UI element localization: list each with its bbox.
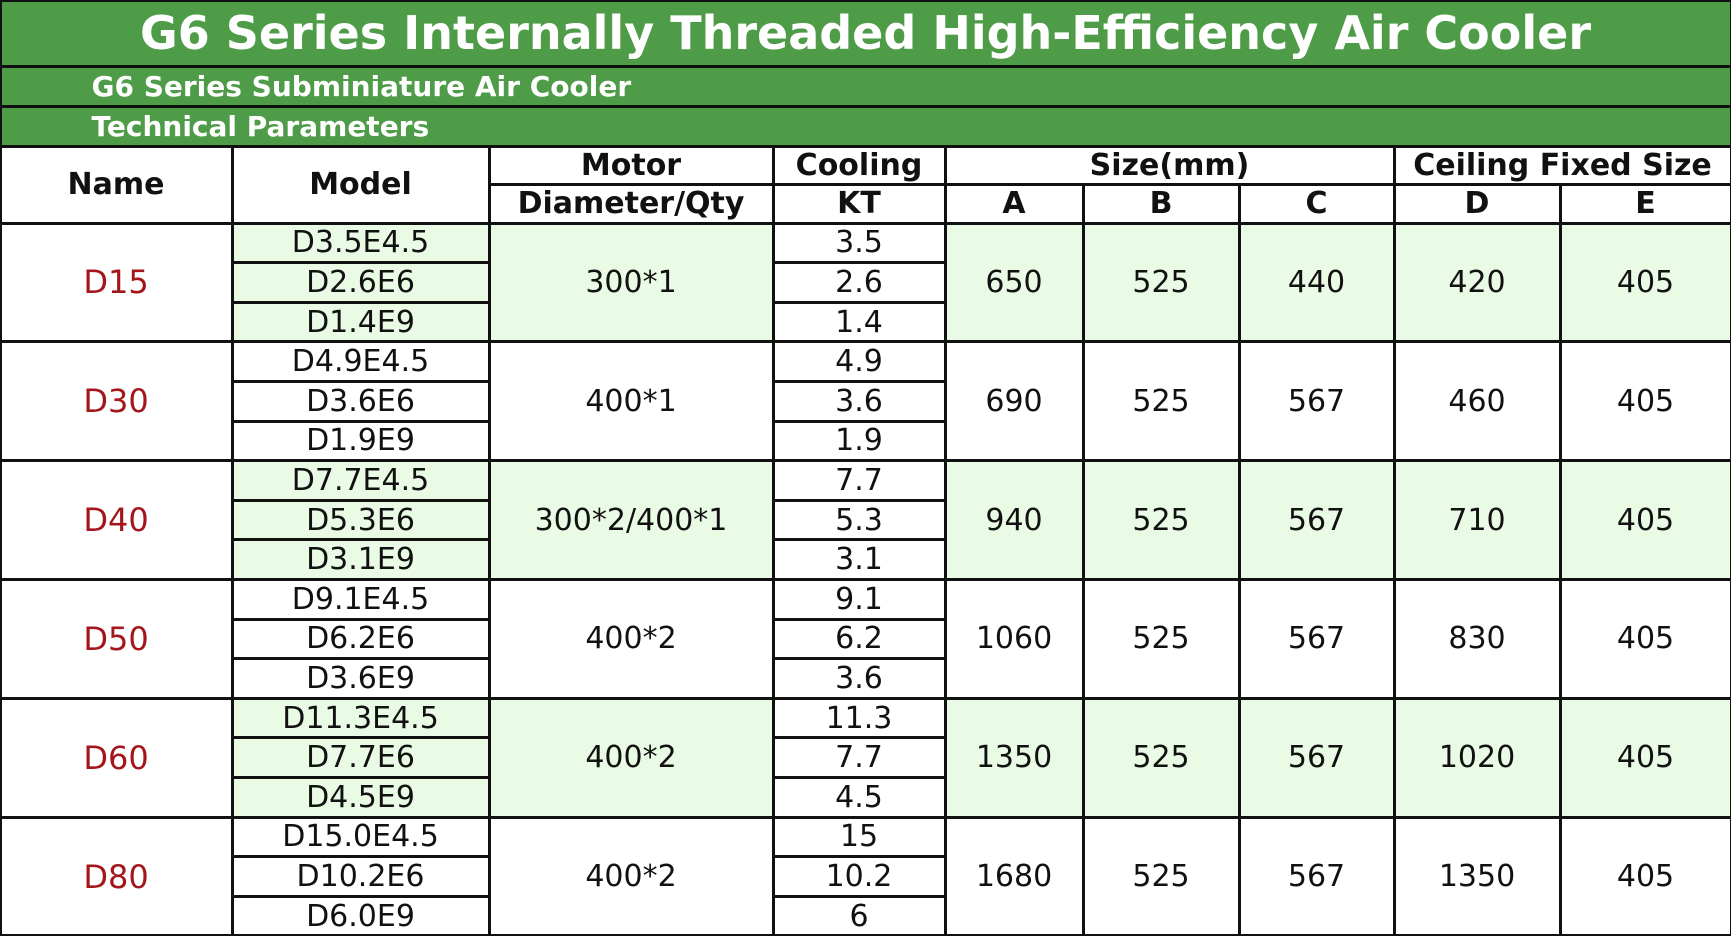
cooling-kt: 7.7 bbox=[774, 739, 944, 777]
sub-header: B bbox=[1084, 185, 1238, 222]
size-value: 1680 bbox=[946, 818, 1082, 935]
size-value: 1060 bbox=[946, 581, 1082, 697]
size-value: 567 bbox=[1240, 699, 1393, 816]
motor-spec: 300*1 bbox=[490, 224, 772, 341]
size-value: 830 bbox=[1395, 581, 1559, 697]
size-value: 525 bbox=[1084, 581, 1238, 697]
sub-header: A bbox=[946, 185, 1082, 222]
motor-spec: 400*2 bbox=[490, 699, 772, 816]
cooling-kt: 9.1 bbox=[774, 581, 944, 618]
size-value: 567 bbox=[1240, 581, 1393, 697]
sub-header: Diameter/Qty bbox=[490, 185, 772, 222]
cooling-kt: 2.6 bbox=[774, 264, 944, 301]
size-value: 405 bbox=[1561, 224, 1730, 341]
size-value: 405 bbox=[1561, 343, 1730, 460]
model-code: D6.0E9 bbox=[233, 897, 488, 935]
size-value: 405 bbox=[1561, 699, 1730, 816]
column-header: Name bbox=[1, 147, 231, 222]
cooling-kt: 7.7 bbox=[774, 462, 944, 499]
cooling-kt: 3.6 bbox=[774, 660, 944, 697]
size-value: 525 bbox=[1084, 343, 1238, 460]
model-code: D1.9E9 bbox=[233, 422, 488, 460]
size-value: 525 bbox=[1084, 462, 1238, 578]
cooling-kt: 4.9 bbox=[774, 343, 944, 380]
model-code: D1.4E9 bbox=[233, 303, 488, 341]
size-value: 1350 bbox=[1395, 818, 1559, 935]
subtitle: G6 Series Subminiature Air Cooler bbox=[1, 67, 1730, 105]
product-name: D15 bbox=[1, 224, 231, 341]
cooling-kt: 3.6 bbox=[774, 382, 944, 420]
model-code: D7.7E4.5 bbox=[233, 462, 488, 499]
size-value: 567 bbox=[1240, 343, 1393, 460]
model-code: D4.5E9 bbox=[233, 779, 488, 816]
model-code: D3.1E9 bbox=[233, 541, 488, 578]
size-value: 405 bbox=[1561, 818, 1730, 935]
cooling-kt: 11.3 bbox=[774, 699, 944, 737]
section-title: Technical Parameters bbox=[1, 107, 1730, 145]
model-code: D3.6E6 bbox=[233, 382, 488, 420]
model-code: D5.3E6 bbox=[233, 501, 488, 539]
size-value: 420 bbox=[1395, 224, 1559, 341]
model-code: D11.3E4.5 bbox=[233, 699, 488, 737]
product-name: D30 bbox=[1, 343, 231, 460]
model-code: D4.9E4.5 bbox=[233, 343, 488, 380]
cooling-kt: 3.1 bbox=[774, 541, 944, 578]
size-value: 567 bbox=[1240, 462, 1393, 578]
model-code: D2.6E6 bbox=[233, 264, 488, 301]
size-value: 940 bbox=[946, 462, 1082, 578]
product-name: D40 bbox=[1, 462, 231, 578]
model-code: D15.0E4.5 bbox=[233, 818, 488, 856]
size-value: 405 bbox=[1561, 462, 1730, 578]
model-code: D6.2E6 bbox=[233, 620, 488, 658]
cooling-kt: 6.2 bbox=[774, 620, 944, 658]
motor-spec: 400*2 bbox=[490, 818, 772, 935]
model-code: D10.2E6 bbox=[233, 858, 488, 895]
size-value: 440 bbox=[1240, 224, 1393, 341]
model-code: D7.7E6 bbox=[233, 739, 488, 777]
model-code: D9.1E4.5 bbox=[233, 581, 488, 618]
model-code: D3.5E4.5 bbox=[233, 224, 488, 262]
motor-spec: 400*2 bbox=[490, 581, 772, 697]
size-value: 525 bbox=[1084, 224, 1238, 341]
size-value: 525 bbox=[1084, 818, 1238, 935]
product-name: D60 bbox=[1, 699, 231, 816]
cooling-kt: 15 bbox=[774, 818, 944, 856]
sub-header: C bbox=[1240, 185, 1393, 222]
size-value: 1020 bbox=[1395, 699, 1559, 816]
model-code: D3.6E9 bbox=[233, 660, 488, 697]
cooling-kt: 6 bbox=[774, 897, 944, 935]
column-header: Motor bbox=[490, 147, 772, 183]
size-value: 567 bbox=[1240, 818, 1393, 935]
cooling-kt: 4.5 bbox=[774, 779, 944, 816]
cooling-kt: 3.5 bbox=[774, 224, 944, 262]
column-header: Model bbox=[233, 147, 488, 222]
cooling-kt: 5.3 bbox=[774, 501, 944, 539]
size-value: 710 bbox=[1395, 462, 1559, 578]
column-header: Cooling bbox=[774, 147, 944, 183]
sub-header: D bbox=[1395, 185, 1559, 222]
size-value: 525 bbox=[1084, 699, 1238, 816]
cooling-kt: 10.2 bbox=[774, 858, 944, 895]
column-header: Size(mm) bbox=[946, 147, 1393, 183]
sub-header: E bbox=[1561, 185, 1730, 222]
motor-spec: 400*1 bbox=[490, 343, 772, 460]
size-value: 690 bbox=[946, 343, 1082, 460]
size-value: 1350 bbox=[946, 699, 1082, 816]
cooling-kt: 1.9 bbox=[774, 422, 944, 460]
size-value: 405 bbox=[1561, 581, 1730, 697]
size-value: 460 bbox=[1395, 343, 1559, 460]
product-name: D50 bbox=[1, 581, 231, 697]
column-header: Ceiling Fixed Size bbox=[1395, 147, 1730, 183]
cooling-kt: 1.4 bbox=[774, 303, 944, 341]
motor-spec: 300*2/400*1 bbox=[490, 462, 772, 578]
sub-header: KT bbox=[774, 185, 944, 222]
size-value: 650 bbox=[946, 224, 1082, 341]
product-name: D80 bbox=[1, 818, 231, 935]
page-title: G6 Series Internally Threaded High-Effic… bbox=[1, 1, 1730, 65]
